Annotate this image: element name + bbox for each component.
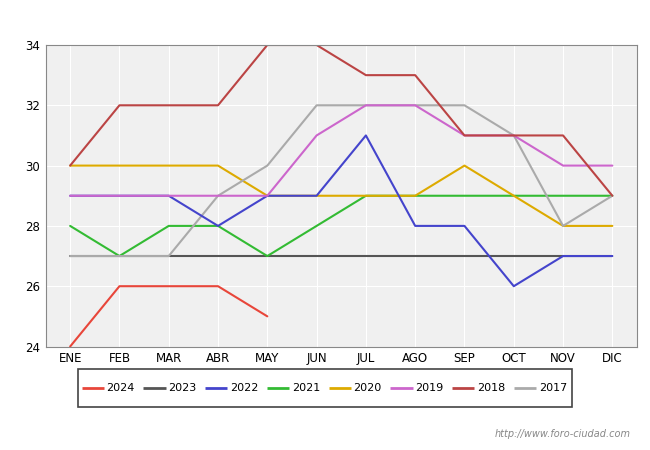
- Text: 2022: 2022: [230, 383, 258, 393]
- Text: 2024: 2024: [107, 383, 135, 393]
- Text: 2019: 2019: [415, 383, 443, 393]
- Text: 2021: 2021: [292, 383, 320, 393]
- Text: 2018: 2018: [477, 383, 505, 393]
- Text: 2017: 2017: [539, 383, 567, 393]
- Text: 2020: 2020: [354, 383, 382, 393]
- Text: 2023: 2023: [168, 383, 196, 393]
- Text: http://www.foro-ciudad.com: http://www.foro-ciudad.com: [495, 429, 630, 439]
- Text: Afiliados en Población de Campos a 31/5/2024: Afiliados en Población de Campos a 31/5/…: [133, 10, 517, 28]
